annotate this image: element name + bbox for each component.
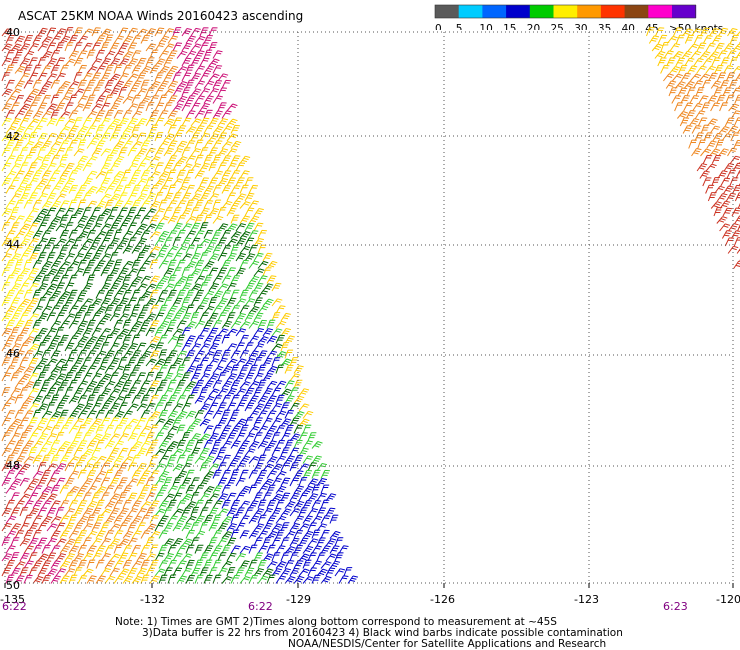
legend-swatch (506, 5, 531, 18)
lon-label: -120 (716, 593, 740, 606)
time-label: 6:23 (663, 600, 688, 613)
legend-label: 5 (456, 23, 463, 35)
note-line-3: NOAA/NESDIS/Center for Satellite Applica… (288, 638, 606, 650)
lat-label: 50 (6, 579, 20, 592)
figure-notes: Note: 1) Times are GMT 2)Times along bot… (115, 616, 623, 650)
legend-swatch (624, 5, 649, 18)
lat-label: 46 (6, 347, 20, 360)
lon-label: -135 (0, 593, 25, 606)
legend-swatch (553, 5, 578, 18)
lon-label: -126 (430, 593, 455, 606)
legend-swatch (577, 5, 602, 18)
legend-swatch (648, 5, 673, 18)
lon-label: -129 (286, 593, 311, 606)
lat-label: 40 (6, 26, 20, 39)
legend-swatch (529, 5, 554, 18)
legend-label: 0 (435, 23, 442, 35)
wind-speed-legend: 0 5 10 15 20 25 30 35 40 45 >50 knots (434, 4, 723, 35)
legend-swatch (482, 5, 507, 18)
longitude-labels: -135 -132 -129 -126 -123 -120 (0, 593, 740, 606)
legend-swatch (458, 5, 483, 18)
figure-title: ASCAT 25KM NOAA Winds 20160423 ascending (18, 9, 303, 23)
legend-swatch (672, 5, 697, 18)
wind-barbs-layer (1, 27, 740, 584)
note-line-1: Note: 1) Times are GMT 2)Times along bot… (115, 616, 557, 628)
lon-label: -123 (574, 593, 599, 606)
lat-label: 42 (6, 130, 20, 143)
lat-lon-grid (4, 31, 734, 588)
time-label: 6:22 (248, 600, 273, 613)
latitude-labels: 40 42 44 46 48 50 (6, 26, 20, 592)
time-label: 6:22 (2, 600, 27, 613)
lon-label: -132 (140, 593, 165, 606)
lat-label: 48 (6, 459, 20, 472)
note-line-2: 3)Data buffer is 22 hrs from 20160423 4)… (142, 627, 623, 639)
lat-label: 44 (6, 238, 20, 251)
time-labels: 6:22 6:22 6:23 (2, 600, 688, 613)
legend-swatch (435, 5, 460, 18)
legend-swatch (600, 5, 626, 18)
